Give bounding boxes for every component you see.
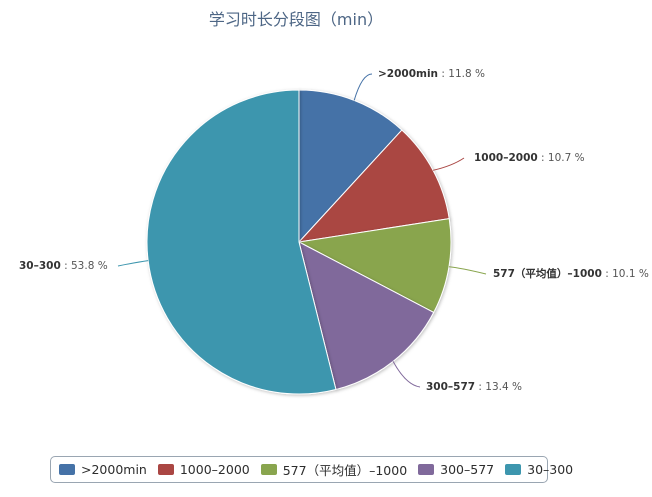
data-label-name: >2000min <box>378 68 438 80</box>
pie-slice[interactable] <box>298 218 452 313</box>
legend-label: 300–577 <box>440 462 495 477</box>
legend-swatch <box>59 464 75 475</box>
pie-slice[interactable] <box>298 89 403 243</box>
legend-item[interactable]: 577（平均值）–1000 <box>260 460 408 479</box>
data-label-name: 1000–2000 <box>474 152 538 164</box>
data-label-value: : 10.7 % <box>538 152 585 164</box>
pie-slice[interactable] <box>298 241 435 390</box>
data-label: 30–300 : 53.8 % <box>19 260 108 272</box>
data-label-value: : 11.8 % <box>438 68 485 80</box>
data-label: >2000min : 11.8 % <box>378 68 485 80</box>
data-label: 300–577 : 13.4 % <box>426 381 522 393</box>
data-label-value: : 13.4 % <box>475 381 522 393</box>
labels-group: >2000min : 11.8 % 1000–2000 : 10.7 % 577（平… <box>19 68 649 393</box>
legend-swatch <box>157 464 174 475</box>
label-connector <box>448 266 487 275</box>
legend-label: 30–300 <box>527 462 574 477</box>
pie-slice[interactable] <box>146 89 337 395</box>
data-label-value: : 53.8 % <box>61 260 108 272</box>
legend-item[interactable]: 300–577 <box>418 462 494 477</box>
pie-slice[interactable] <box>298 129 450 243</box>
data-label: 577（平均值）–1000 : 10.1 % <box>493 267 649 280</box>
legend-label: 1000–2000 <box>179 462 250 477</box>
data-label-name: 30–300 <box>19 260 61 272</box>
data-label: 1000–2000 : 10.7 % <box>474 152 585 164</box>
legend-item[interactable]: 1000–2000 <box>157 462 250 477</box>
legend-item[interactable]: >2000min <box>59 462 147 477</box>
legend-item[interactable]: 30–300 <box>505 462 573 477</box>
legend-swatch <box>418 464 435 475</box>
pie-chart-svg: 学习时长分段图（min） >2000min : 11.8 % 1000–2000 … <box>19 10 649 395</box>
legend-swatch <box>260 464 277 475</box>
label-connector <box>117 260 149 267</box>
slices-group <box>146 89 452 395</box>
label-connector <box>432 157 465 171</box>
legend-swatch <box>505 464 522 475</box>
data-label-name: 577（平均值）–1000 <box>493 267 602 280</box>
data-label-value: : 10.1 % <box>602 268 649 280</box>
data-label-name: 300–577 <box>426 381 475 393</box>
label-connector <box>353 73 373 101</box>
chart-title: 学习时长分段图（min） <box>209 10 383 29</box>
label-connector <box>392 361 421 388</box>
legend: >2000min 1000–2000 577（平均值）–1000 300–577 30–… <box>50 456 573 483</box>
legend-label: >2000min <box>81 462 147 477</box>
legend-label: 577（平均值）–1000 <box>282 463 408 478</box>
